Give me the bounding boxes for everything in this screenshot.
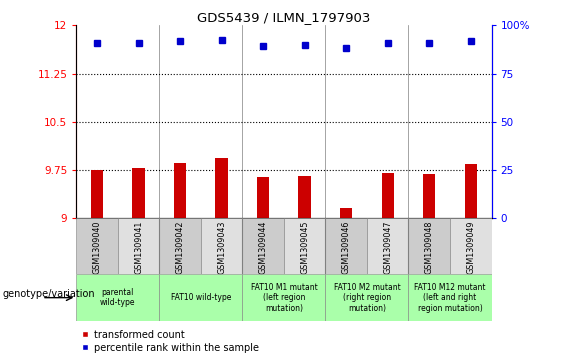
- Bar: [132, 168, 145, 218]
- Text: parental
wild-type: parental wild-type: [100, 288, 136, 307]
- Text: GSM1309046: GSM1309046: [342, 221, 351, 274]
- Bar: [325, 274, 408, 321]
- Bar: [174, 163, 186, 218]
- Legend: transformed count, percentile rank within the sample: transformed count, percentile rank withi…: [81, 330, 259, 353]
- Text: genotype/variation: genotype/variation: [3, 289, 95, 299]
- Text: GSM1309045: GSM1309045: [300, 221, 309, 274]
- Bar: [408, 274, 492, 321]
- Bar: [423, 174, 436, 218]
- Bar: [381, 173, 394, 218]
- Bar: [159, 218, 201, 274]
- Bar: [76, 218, 118, 274]
- Bar: [215, 158, 228, 218]
- Text: GSM1309048: GSM1309048: [425, 221, 434, 274]
- Text: GSM1309041: GSM1309041: [134, 221, 143, 274]
- Bar: [242, 218, 284, 274]
- Text: FAT10 M2 mutant
(right region
mutation): FAT10 M2 mutant (right region mutation): [333, 283, 401, 313]
- Text: GSM1309049: GSM1309049: [466, 221, 475, 274]
- Bar: [257, 178, 270, 218]
- Bar: [450, 218, 492, 274]
- Bar: [298, 176, 311, 218]
- Text: GSM1309042: GSM1309042: [176, 221, 185, 274]
- Bar: [464, 164, 477, 218]
- Bar: [284, 218, 325, 274]
- Bar: [340, 208, 353, 218]
- Bar: [118, 218, 159, 274]
- Bar: [91, 170, 103, 218]
- Text: GSM1309047: GSM1309047: [383, 221, 392, 274]
- Bar: [367, 218, 408, 274]
- Text: FAT10 M12 mutant
(left and right
region mutation): FAT10 M12 mutant (left and right region …: [414, 283, 486, 313]
- Bar: [408, 218, 450, 274]
- Text: GSM1309043: GSM1309043: [217, 221, 226, 274]
- Bar: [159, 274, 242, 321]
- Bar: [76, 274, 159, 321]
- Text: FAT10 M1 mutant
(left region
mutation): FAT10 M1 mutant (left region mutation): [250, 283, 318, 313]
- Bar: [242, 274, 325, 321]
- Bar: [201, 218, 242, 274]
- Bar: [325, 218, 367, 274]
- Text: FAT10 wild-type: FAT10 wild-type: [171, 293, 231, 302]
- Text: GSM1309044: GSM1309044: [259, 221, 268, 274]
- Text: GSM1309040: GSM1309040: [93, 221, 102, 274]
- Title: GDS5439 / ILMN_1797903: GDS5439 / ILMN_1797903: [197, 11, 371, 24]
